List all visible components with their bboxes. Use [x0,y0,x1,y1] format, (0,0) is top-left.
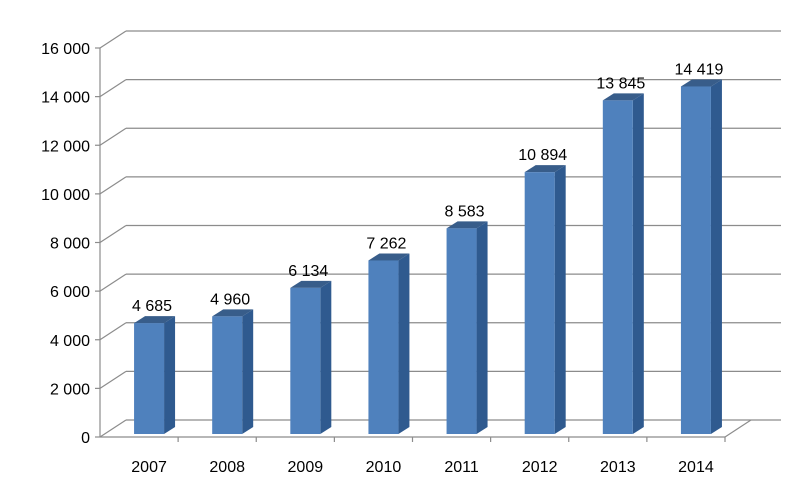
labels: 0 2 000 4 000 6 000 8 000 10 000 12 000 14 000 1… [41,41,723,476]
gridline-diagonal [99,30,127,49]
bar [290,287,321,434]
bar [134,323,165,434]
bar-2010 [368,253,410,434]
bar-2013 [602,93,644,435]
gridline-diagonal [99,176,127,195]
y-tick-label: 8 000 [50,236,90,253]
y-tick-label: 4 000 [50,333,90,350]
data-label: 14 419 [674,61,723,78]
x-tick-label: 2012 [522,459,558,476]
bar-top [680,79,722,87]
bar-2011 [446,221,488,434]
bar [368,260,399,434]
data-label: 7 262 [366,235,406,252]
bar-2009 [290,280,332,434]
x-tick-label: 2011 [444,459,479,476]
data-label: 4 685 [132,298,172,315]
bar-top [524,165,566,173]
y-tick-label: 16 000 [41,41,90,58]
bar-2014 [680,79,722,435]
x-tick-label: 2014 [678,459,714,476]
bar-top [368,253,410,261]
bar-side [320,280,332,434]
bar [680,86,711,435]
bar [446,228,477,434]
data-label: 13 845 [596,75,645,92]
x-tick-label: 2007 [131,459,167,476]
x-tick-label: 2008 [209,459,245,476]
gridlines [99,30,781,438]
bar-top [446,221,488,229]
bars [134,79,722,435]
bar-side [632,93,644,435]
gridline-diagonal [99,79,127,98]
data-label: 6 134 [288,263,328,280]
bar-side [710,79,722,435]
bar-top [212,309,254,317]
bar-2007 [134,316,176,434]
bar-top [602,93,644,101]
bar-2012 [524,165,566,434]
gridline-diagonal [99,419,127,438]
bar [602,100,633,435]
bar-2008 [212,309,254,434]
bar-side [476,221,488,434]
y-tick-label: 0 [81,430,90,447]
y-tick-label: 10 000 [41,187,90,204]
data-label: 10 894 [518,147,567,164]
gridline-diagonal [99,273,127,292]
bar-side [398,253,410,434]
gridline-diagonal [99,322,127,341]
bar [212,316,243,434]
bar-side [242,309,254,434]
bar-top [134,316,176,324]
gridline-diagonal [99,370,127,389]
x-tick-label: 2009 [288,459,324,476]
gridline-diagonal [99,224,127,244]
bar-side [554,165,566,434]
data-label: 4 960 [210,291,250,308]
y-tick-label: 14 000 [41,90,90,107]
axes [95,47,752,442]
floor-edge [724,419,752,438]
y-tick-label: 12 000 [41,138,90,155]
x-tick-label: 2010 [366,459,402,476]
gridline-diagonal [99,127,127,146]
bar [524,172,555,434]
data-label: 8 583 [445,203,485,220]
y-tick-label: 6 000 [50,284,90,301]
y-tick-label: 2 000 [50,381,90,398]
x-tick-label: 2013 [600,459,636,476]
bar-side [164,316,176,434]
bar-top [290,280,332,288]
